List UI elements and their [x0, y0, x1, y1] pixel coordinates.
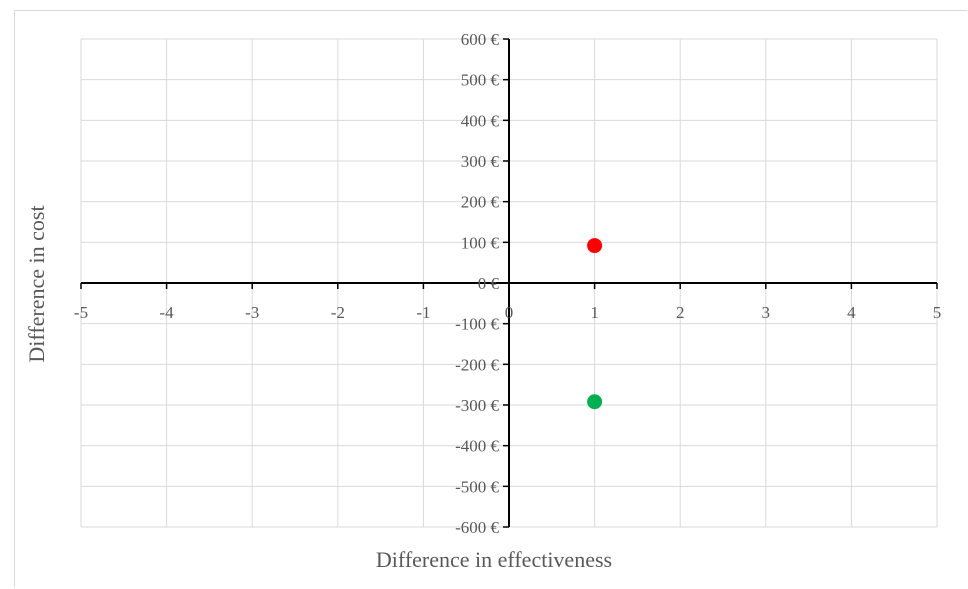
y-tick-label: 300 € [461, 152, 500, 171]
x-tick-label: 0 [505, 303, 514, 322]
data-point [587, 394, 603, 410]
x-axis-title: Difference in effectiveness [376, 547, 612, 572]
y-tick-label: 500 € [461, 71, 500, 90]
y-tick-label: -500 € [455, 477, 499, 496]
y-tick-label: -400 € [455, 437, 499, 456]
y-tick-label: -100 € [455, 315, 499, 334]
x-tick-label: 4 [847, 303, 856, 322]
y-tick-label: -600 € [455, 518, 499, 537]
x-tick-label: -5 [74, 303, 88, 322]
x-tick-label: -2 [331, 303, 345, 322]
data-point [587, 238, 603, 254]
y-tick-label: 400 € [461, 111, 500, 130]
x-tick-label: -1 [416, 303, 430, 322]
x-tick-label: 2 [676, 303, 685, 322]
axes [80, 38, 938, 528]
x-tick-label: 3 [762, 303, 771, 322]
y-tick-label: -200 € [455, 355, 499, 374]
x-tick-label: 5 [933, 303, 942, 322]
y-axis-title: Difference in cost [24, 205, 49, 362]
chart-frame [14, 10, 967, 587]
y-tick-labels: 600 € 500 € 400 € 300 € 200 € 100 € 0 € -100 € -… [455, 30, 499, 537]
y-tick-label: 600 € [461, 30, 500, 49]
x-tick-label: 1 [590, 303, 599, 322]
y-tick-label: 0 € [478, 274, 500, 293]
y-tick-label: 200 € [461, 193, 500, 212]
x-tick-labels: -5 -4 -3 -2 -1 0 1 2 3 4 5 [74, 303, 941, 322]
y-tick-label: 100 € [461, 233, 500, 252]
x-tick-label: -4 [160, 303, 175, 322]
x-tick-label: -3 [245, 303, 259, 322]
y-tick-label: -300 € [455, 396, 499, 415]
data-points [587, 238, 603, 410]
